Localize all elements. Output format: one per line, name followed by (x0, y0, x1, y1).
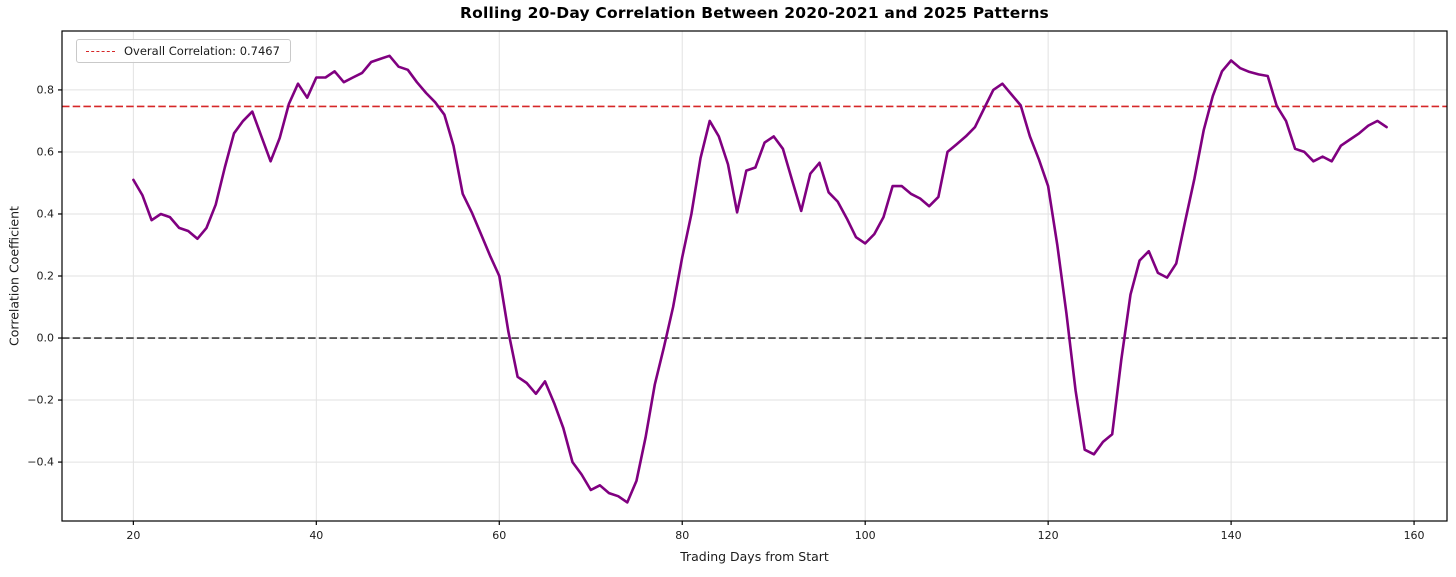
series-rolling-20-day-correlation (132, 54, 1388, 504)
y-tick-label: 0.8 (36, 83, 55, 97)
x-tick-label: 20 (126, 529, 141, 542)
x-tick-label: 160 (1403, 529, 1425, 542)
x-tick-label: 140 (1220, 529, 1242, 542)
y-tick-label: −0.4 (27, 455, 54, 469)
x-tick-label: 100 (854, 529, 876, 542)
x-tick-label: 120 (1037, 529, 1059, 542)
x-tick-label: 80 (675, 529, 690, 542)
legend-label: Overall Correlation: 0.7467 (124, 44, 280, 58)
y-tick-label: 0.4 (36, 207, 55, 221)
chart-title: Rolling 20-Day Correlation Between 2020-… (460, 4, 1049, 22)
y-tick-label: 0.2 (36, 269, 55, 283)
y-tick-label: 0.0 (36, 331, 55, 345)
x-axis-label: Trading Days from Start (680, 549, 829, 564)
legend: Overall Correlation: 0.7467 (76, 39, 291, 63)
legend-dashed-line-icon (86, 50, 115, 52)
x-tick-label: 60 (492, 529, 507, 542)
y-tick-label: −0.2 (27, 393, 54, 407)
y-tick-label: 0.6 (36, 145, 55, 159)
x-tick-label: 40 (309, 529, 324, 542)
